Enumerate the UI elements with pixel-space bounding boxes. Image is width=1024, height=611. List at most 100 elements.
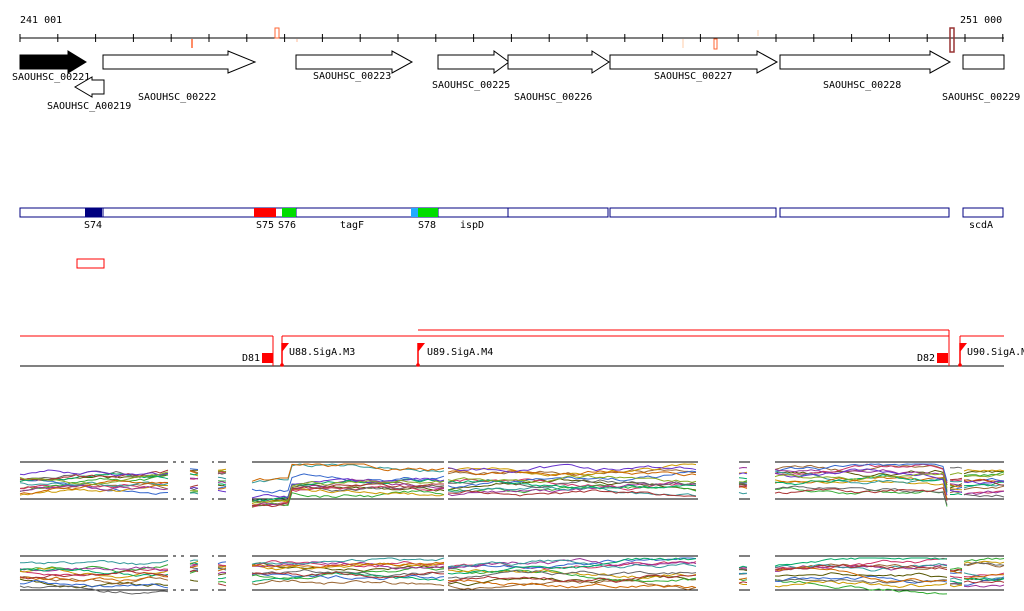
gene-saouhsc-00222[interactable]: SAOUHSC_00222 [102,50,257,103]
expression-profile-line [251,479,445,504]
expression-profile-line [19,481,169,487]
expression-profile-line [738,565,748,569]
terminator-label: D82 [917,353,935,364]
promoter-flag-icon[interactable] [418,343,425,352]
expression-profile-line [774,578,948,595]
gene-saouhsc-00221[interactable]: SAOUHSC_00221 [12,50,90,83]
expression-profile-line [963,584,1005,588]
gene-arrow[interactable] [295,50,414,74]
feature-block-s75[interactable] [254,208,276,217]
expression-profile-line [949,582,963,585]
feature-segment[interactable] [507,207,609,218]
expression-profile-line [217,487,227,490]
terminator-label: D81 [242,353,260,364]
expression-profile-line [963,576,1005,586]
gene-box[interactable] [962,54,1005,70]
promoter-dot [958,363,962,367]
expression-profile-line [20,559,169,566]
expression-profile-line [19,471,169,486]
expression-profile-line [217,470,227,473]
promoter-flag-icon[interactable] [960,343,967,352]
expression-profile-line [217,483,227,486]
gene-saouhsc-00227[interactable]: SAOUHSC_00227 [609,50,779,82]
expression-profile-line [738,572,748,575]
expression-profile-line [189,569,199,573]
expression-profile-line [217,472,227,475]
expression-profile-line [949,584,963,588]
expression-profile-line [738,472,748,475]
expression-profile-line [949,479,963,482]
terminator-d82[interactable]: D82 [917,353,948,364]
expression-profile-line [19,481,169,490]
expression-profile-line [217,573,227,576]
promoter-u90[interactable]: U90.SigA.M [958,343,1024,367]
ruler-marker [713,38,718,50]
gene-saouhsc-00226[interactable]: SAOUHSC_00226 [507,50,610,103]
gene-saouhsc-a00219[interactable]: SAOUHSC_A00219 [47,76,131,112]
expression-profile-line [447,557,697,575]
feature-block-s78[interactable] [418,208,438,217]
expression-profile-line [774,557,948,567]
expression-profile-line [217,571,227,575]
expression-profile-line [19,579,169,589]
promoter-u88[interactable]: U88.SigA.M3 [280,343,355,367]
gene-label: SAOUHSC_00227 [654,71,732,82]
promoter-flag-icon[interactable] [282,343,289,352]
expression-profile-line [19,469,169,477]
expression-profile-line [217,565,227,568]
gene-arrow[interactable] [507,50,610,74]
feature-segment[interactable] [779,207,950,218]
expression-profile-line [949,577,963,581]
expression-profile-line [963,577,1005,582]
terminator-box[interactable] [262,353,273,363]
gene-saouhsc-00223[interactable]: SAOUHSC_00223 [295,50,414,82]
terminator-box[interactable] [937,353,948,363]
feature-segment[interactable] [962,207,1004,218]
feature-block-cyan[interactable] [411,208,418,217]
feature-block-s76[interactable] [282,208,296,217]
expression-profile-line [949,484,963,488]
feature-segment[interactable] [609,207,777,218]
expression-profile-line [447,463,697,474]
ruler-marker [949,27,955,53]
expression-profile-line [738,483,748,486]
gene-saouhsc-00229[interactable]: SAOUHSC_00229 [942,54,1020,103]
feature-block-s74[interactable] [85,208,102,217]
expression-profile-line [251,571,444,579]
gene-label: SAOUHSC_00226 [514,92,592,103]
gene-arrow[interactable] [102,50,257,74]
expression-profile-line [251,463,445,482]
expression-profile-line [963,557,1005,562]
expression-profile-line [738,581,748,584]
selection-box[interactable] [76,258,105,269]
feature-label-tagf: tagF [340,220,364,231]
expression-profile-line [774,463,948,484]
expression-profile-line [963,490,1005,496]
expression-profile-line [774,572,948,578]
expression-profile-line [963,469,1005,472]
gene-arrow[interactable] [19,50,87,74]
expression-profile-line [217,485,227,489]
terminator-d81[interactable]: D81 [242,353,273,364]
expression-profile-line [217,577,227,580]
expression-profile-line [963,471,1005,477]
expression-profile-line [251,561,445,569]
gene-saouhsc-00228[interactable]: SAOUHSC_00228 [779,50,952,91]
feature-label-s78: S78 [418,220,436,231]
expression-profile-line [251,569,445,577]
gene-arrow[interactable] [609,50,779,74]
promoter-u89[interactable]: U89.SigA.M4 [416,343,493,367]
expression-profile-line [251,490,445,507]
expression-profile-line [189,562,199,565]
expression-profile-line [251,573,445,581]
gene-arrow[interactable] [437,50,510,74]
expression-profile-line [217,580,227,583]
gene-arrow[interactable] [779,50,952,74]
expression-profile-line [189,565,199,569]
expression-profile-line [738,582,747,585]
gene-arrow[interactable] [74,76,105,98]
expression-profile-line [774,487,948,501]
gene-saouhsc-00225[interactable]: SAOUHSC_00225 [432,50,510,91]
expression-profile-line [738,485,748,488]
promoter-label: U89.SigA.M4 [427,347,493,358]
